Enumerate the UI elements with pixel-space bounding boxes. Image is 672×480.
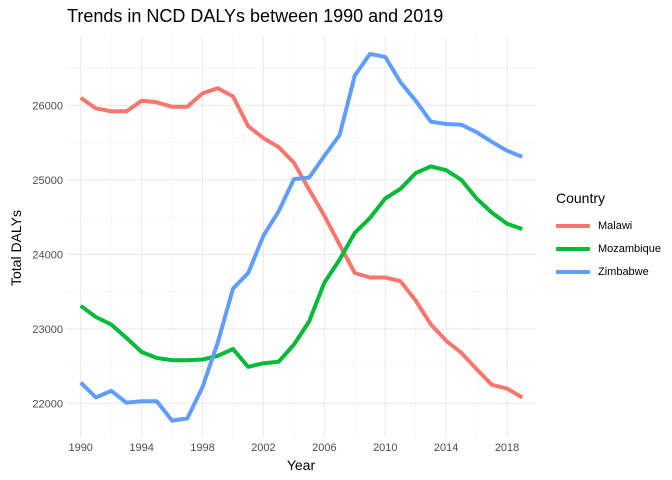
- y-tick-label: 25000: [32, 175, 63, 187]
- x-tick-label: 2018: [495, 442, 519, 454]
- y-tick-label: 22000: [32, 398, 63, 410]
- y-axis-ticks: 22000 23000 24000 25000 26000: [32, 100, 63, 410]
- legend-swatch: [556, 269, 590, 274]
- x-axis-title: Year: [287, 457, 316, 473]
- chart-title: Trends in NCD DALYs between 1990 and 201…: [67, 6, 444, 26]
- legend-item-zimbabwe: Zimbabwe: [556, 260, 661, 283]
- x-tick-label: 2014: [434, 442, 458, 454]
- x-tick-label: 2002: [251, 442, 275, 454]
- x-tick-label: 1994: [129, 442, 153, 454]
- legend-item-malawi: Malawi: [556, 214, 661, 237]
- y-tick-label: 23000: [32, 324, 63, 336]
- y-tick-label: 24000: [32, 249, 63, 261]
- series-lines: [79, 51, 524, 423]
- grid-lines: [67, 36, 536, 437]
- legend-swatch: [556, 246, 590, 251]
- x-tick-label: 2006: [312, 442, 336, 454]
- y-tick-label: 26000: [32, 100, 63, 112]
- legend: Country Malawi Mozambique Zimbabwe: [556, 190, 661, 283]
- legend-label: Mozambique: [598, 242, 661, 255]
- legend-item-mozambique: Mozambique: [556, 237, 661, 260]
- legend-label: Zimbabwe: [598, 265, 649, 278]
- legend-swatch: [556, 223, 590, 228]
- x-tick-label: 1998: [190, 442, 214, 454]
- x-tick-label: 1990: [68, 442, 92, 454]
- legend-label: Malawi: [598, 219, 633, 232]
- series-line-malawi: [79, 86, 524, 400]
- legend-items: Malawi Mozambique Zimbabwe: [556, 214, 661, 283]
- x-tick-label: 2010: [373, 442, 397, 454]
- series-line-zimbabwe: [79, 51, 524, 423]
- legend-title: Country: [556, 190, 606, 206]
- y-axis-title: Total DALYs: [8, 210, 24, 286]
- series-line-mozambique: [79, 164, 523, 369]
- x-axis-ticks: 1990 1994 1998 2002 2006 2010 2014 2018: [68, 442, 519, 454]
